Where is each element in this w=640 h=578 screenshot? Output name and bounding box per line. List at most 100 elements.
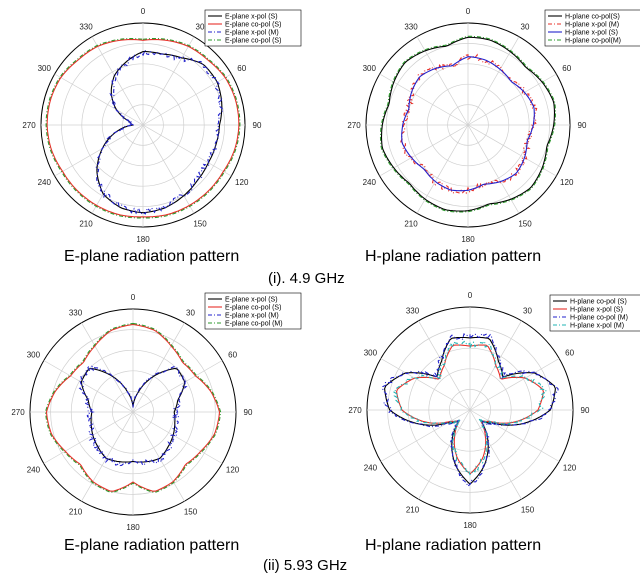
angle-tick-label: 270 bbox=[11, 408, 25, 417]
legend-label: H-plane co-pol (S) bbox=[570, 299, 627, 306]
chart-legend: H-plane co-pol (S)H-plane x-pol (S)H-pla… bbox=[549, 294, 640, 332]
angle-tick-label: 60 bbox=[228, 351, 237, 360]
chart-legend: H-plane co-pol(S)H-plane x-pol (M)H-plan… bbox=[544, 9, 640, 47]
polar-spoke bbox=[91, 124, 144, 214]
angle-tick-label: 300 bbox=[364, 349, 378, 358]
series-line bbox=[45, 323, 221, 492]
legend-label: H-plane co-pol (M) bbox=[570, 315, 628, 322]
legend-label: H-plane x-pol (M) bbox=[565, 22, 619, 29]
legend-label: E-plane x-pol (M) bbox=[225, 313, 279, 320]
legend-label: H-plane x-pol (S) bbox=[570, 307, 623, 314]
angle-tick-label: 180 bbox=[126, 523, 140, 532]
legend-label: H-plane co-pol(M) bbox=[565, 38, 621, 45]
polar-spoke bbox=[43, 360, 134, 413]
angle-tick-label: 90 bbox=[253, 121, 262, 130]
polar-spoke bbox=[416, 124, 469, 214]
chart-legend: E-plane x-pol (S)E-plane co-pol (S)E-pla… bbox=[204, 292, 302, 330]
angle-tick-label: 150 bbox=[518, 220, 532, 229]
polar-spoke bbox=[467, 73, 557, 126]
polar-spoke bbox=[91, 36, 144, 126]
polar-spoke bbox=[379, 73, 469, 126]
polar-spoke bbox=[469, 409, 560, 462]
angle-tick-label: 0 bbox=[468, 291, 473, 300]
series-line bbox=[382, 332, 559, 488]
angle-tick-label: 210 bbox=[404, 220, 418, 229]
polar-spoke bbox=[380, 358, 471, 411]
legend-label: H-plane x-pol (M) bbox=[570, 323, 624, 330]
polar-chart-4: 0 30 60 90 120 150 180 210 240 270 300 330 H-plane c… bbox=[348, 291, 640, 530]
angle-tick-label: 120 bbox=[563, 464, 577, 473]
polar-spoke bbox=[469, 358, 560, 411]
angle-tick-label: 240 bbox=[27, 466, 41, 475]
polar-chart-3: 0 30 60 90 120 150 180 210 240 270 300 330 E-plane x… bbox=[11, 292, 302, 532]
series-line bbox=[380, 36, 556, 212]
angle-tick-label: 330 bbox=[406, 306, 420, 315]
series-line bbox=[392, 340, 547, 476]
polar-spoke bbox=[132, 411, 223, 464]
angle-tick-label: 60 bbox=[565, 349, 574, 358]
caption-h-plane-4-9: H-plane radiation pattern bbox=[365, 248, 542, 265]
chart-legend: E-plane x-pol (S)E-plane co-pol (S)E-pla… bbox=[204, 9, 302, 47]
angle-tick-label: 330 bbox=[69, 308, 83, 317]
angle-tick-label: 90 bbox=[578, 121, 587, 130]
polar-spoke bbox=[379, 124, 469, 177]
polar-spoke bbox=[132, 411, 185, 502]
polar-spoke bbox=[81, 411, 134, 502]
angle-tick-label: 270 bbox=[348, 406, 362, 415]
polar-spoke bbox=[132, 360, 223, 413]
polar-spoke bbox=[142, 124, 195, 214]
angle-tick-label: 0 bbox=[466, 7, 471, 16]
polar-chart-2: 0 30 60 90 120 150 180 210 240 270 300 330 H-plane c… bbox=[347, 7, 640, 244]
legend-label: H-plane co-pol(S) bbox=[565, 14, 620, 21]
series-line bbox=[78, 364, 188, 467]
legend-label: E-plane co-pol (S) bbox=[225, 22, 281, 29]
angle-tick-label: 240 bbox=[38, 178, 52, 187]
series-line bbox=[45, 37, 241, 219]
angle-tick-label: 120 bbox=[560, 178, 574, 187]
polar-spoke bbox=[416, 36, 469, 126]
polar-spoke bbox=[132, 322, 185, 413]
series-line bbox=[379, 35, 557, 213]
caption-row-5-93: (ii) 5.93 GHz bbox=[263, 557, 348, 574]
angle-tick-label: 150 bbox=[521, 506, 535, 515]
polar-spoke bbox=[43, 411, 134, 464]
legend-label: E-plane x-pol (S) bbox=[225, 297, 278, 304]
angle-tick-label: 300 bbox=[363, 64, 377, 73]
angle-tick-label: 180 bbox=[136, 235, 150, 244]
angle-tick-label: 270 bbox=[347, 121, 361, 130]
polar-spoke bbox=[54, 73, 144, 126]
angle-tick-label: 30 bbox=[196, 22, 205, 31]
caption-e-plane-5-93: E-plane radiation pattern bbox=[64, 537, 240, 554]
angle-tick-label: 30 bbox=[523, 306, 532, 315]
polar-spoke bbox=[418, 409, 471, 500]
angle-tick-label: 120 bbox=[235, 178, 249, 187]
angle-tick-label: 90 bbox=[581, 406, 590, 415]
angle-tick-label: 210 bbox=[79, 220, 93, 229]
caption-row-4-9: (i). 4.9 GHz bbox=[268, 270, 345, 287]
angle-tick-label: 300 bbox=[38, 64, 52, 73]
legend-label: E-plane x-pol (M) bbox=[225, 30, 279, 37]
angle-tick-label: 300 bbox=[27, 351, 41, 360]
legend-label: E-plane x-pol (S) bbox=[225, 14, 278, 21]
series-line bbox=[46, 38, 240, 218]
angle-tick-label: 60 bbox=[562, 64, 571, 73]
angle-tick-label: 210 bbox=[69, 508, 83, 517]
series-line bbox=[401, 56, 535, 192]
caption-e-plane-4-9: E-plane radiation pattern bbox=[64, 248, 240, 265]
polar-spoke bbox=[54, 124, 144, 177]
angle-tick-label: 210 bbox=[406, 506, 420, 515]
polar-spoke bbox=[142, 36, 195, 126]
angle-tick-label: 240 bbox=[364, 464, 378, 473]
angle-tick-label: 330 bbox=[79, 22, 93, 31]
angle-tick-label: 180 bbox=[461, 235, 475, 244]
angle-tick-label: 0 bbox=[131, 293, 136, 302]
polar-spoke bbox=[380, 409, 471, 462]
polar-spoke bbox=[467, 124, 520, 214]
legend-label: H-plane x-pol (S) bbox=[565, 30, 618, 37]
legend-label: E-plane co-pol (M) bbox=[225, 321, 283, 328]
angle-tick-label: 120 bbox=[226, 466, 240, 475]
angle-tick-label: 90 bbox=[244, 408, 253, 417]
series-line bbox=[95, 48, 224, 215]
angle-tick-label: 240 bbox=[363, 178, 377, 187]
